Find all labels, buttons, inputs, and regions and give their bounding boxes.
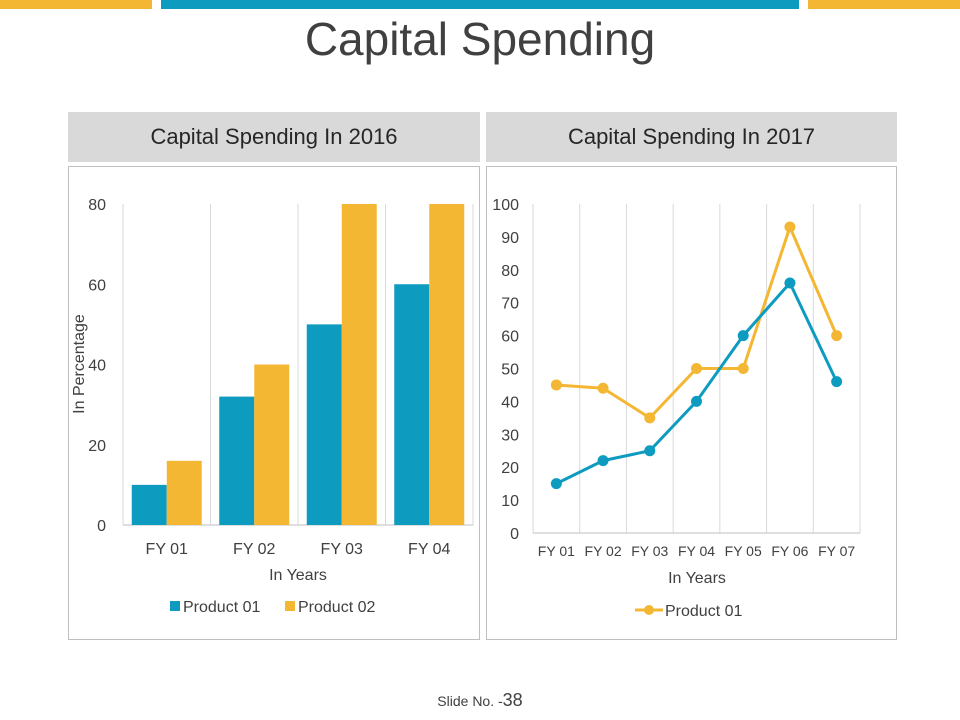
bar-chart-legend-swatch: [170, 601, 180, 611]
line-point-product-01-fy-03: [644, 445, 656, 457]
line-chart-y-tick-label: 50: [501, 362, 519, 379]
line-point-product-01-fy-01: [550, 478, 562, 490]
bar-chart-x-tick-label: FY 03: [321, 541, 364, 558]
line-series-product-01: [555, 281, 838, 485]
line-point-product-02-fy-07: [831, 330, 843, 342]
line-point-product-01-fy-07: [831, 376, 843, 388]
bar-product-02-fy-04: [429, 204, 465, 525]
line-point-product-02-fy-06: [784, 221, 796, 233]
bar-chart-y-tick-label: 40: [88, 358, 106, 375]
slide-number-label: Slide No. -: [437, 693, 503, 709]
top-accent-bar-left: [0, 0, 152, 9]
line-chart-x-tick-label: FY 07: [818, 543, 855, 559]
line-chart-y-tick-label: 70: [501, 296, 519, 313]
bar-chart-x-tick-label: FY 01: [146, 541, 189, 558]
bar-chart-y-tick-label: 20: [88, 438, 106, 455]
line-chart-x-tick-label: FY 05: [725, 543, 762, 559]
bar-chart-x-axis-title: In Years: [269, 567, 327, 584]
line-chart-y-tick-label: 80: [501, 263, 519, 280]
bar-product-02-fy-03: [341, 204, 377, 525]
bar-chart-legend-label: Product 02: [298, 599, 375, 616]
line-chart-x-tick-label: FY 04: [678, 543, 715, 559]
line-chart-y-tick-label: 100: [492, 197, 519, 214]
bar-chart-y-tick-label: 80: [88, 197, 106, 214]
line-point-product-01-fy-04: [691, 395, 702, 407]
bar-product-02-fy-02: [254, 364, 290, 525]
line-chart-y-tick-label: 30: [501, 427, 519, 444]
line-chart-legend-label: Product 01: [665, 603, 742, 620]
bar-chart-legend-swatch: [285, 601, 295, 611]
line-point-product-02-fy-05: [737, 363, 749, 374]
line-chart-y-tick-label: 20: [501, 460, 519, 477]
line-chart-x-tick-label: FY 06: [771, 543, 808, 559]
line-chart-legend-marker: [644, 605, 654, 615]
line-chart-x-axis-title: In Years: [668, 570, 726, 587]
line-point-product-01-fy-02: [597, 455, 609, 467]
bar-product-01-fy-02: [219, 396, 255, 525]
top-accent-bar-right: [808, 0, 960, 9]
line-point-product-02-fy-04: [691, 363, 702, 374]
slide-number-value: 38: [502, 690, 523, 710]
line-point-product-02-fy-02: [597, 382, 609, 394]
bar-chart-y-tick-label: 0: [97, 518, 106, 535]
line-point-product-01-fy-06: [784, 277, 796, 289]
line-chart-y-tick-label: 0: [510, 526, 519, 543]
bar-product-01-fy-04: [394, 284, 430, 525]
chart-2016-header: Capital Spending In 2016: [68, 112, 480, 162]
chart-2017-header: Capital Spending In 2017: [486, 112, 897, 162]
slide-number: Slide No. -38: [0, 690, 960, 711]
line-point-product-02-fy-01: [550, 379, 562, 391]
bar-product-01-fy-01: [131, 484, 167, 525]
line-chart-x-tick-label: FY 03: [631, 543, 668, 559]
slide-title: Capital Spending: [304, 13, 656, 65]
bar-chart-y-axis-title: In Percentage: [71, 314, 88, 414]
bar-chart-x-tick-label: FY 04: [408, 541, 451, 558]
bar-product-01-fy-03: [306, 324, 342, 525]
line-chart-y-tick-label: 90: [501, 230, 519, 247]
line-chart-x-tick-label: FY 02: [585, 543, 622, 559]
top-accent-bar-middle: [161, 0, 799, 9]
bar-chart-x-tick-label: FY 02: [233, 541, 276, 558]
line-chart-x-tick-label: FY 01: [538, 543, 575, 559]
bar-chart-legend-label: Product 01: [183, 599, 260, 616]
bar-chart-y-tick-label: 60: [88, 277, 106, 294]
line-chart-y-tick-label: 10: [501, 493, 519, 510]
line-chart-y-tick-label: 40: [501, 394, 519, 411]
bar-product-02-fy-01: [166, 460, 202, 525]
line-chart-y-tick-label: 60: [501, 329, 519, 346]
line-point-product-01-fy-05: [737, 330, 749, 342]
line-point-product-02-fy-03: [644, 412, 656, 424]
